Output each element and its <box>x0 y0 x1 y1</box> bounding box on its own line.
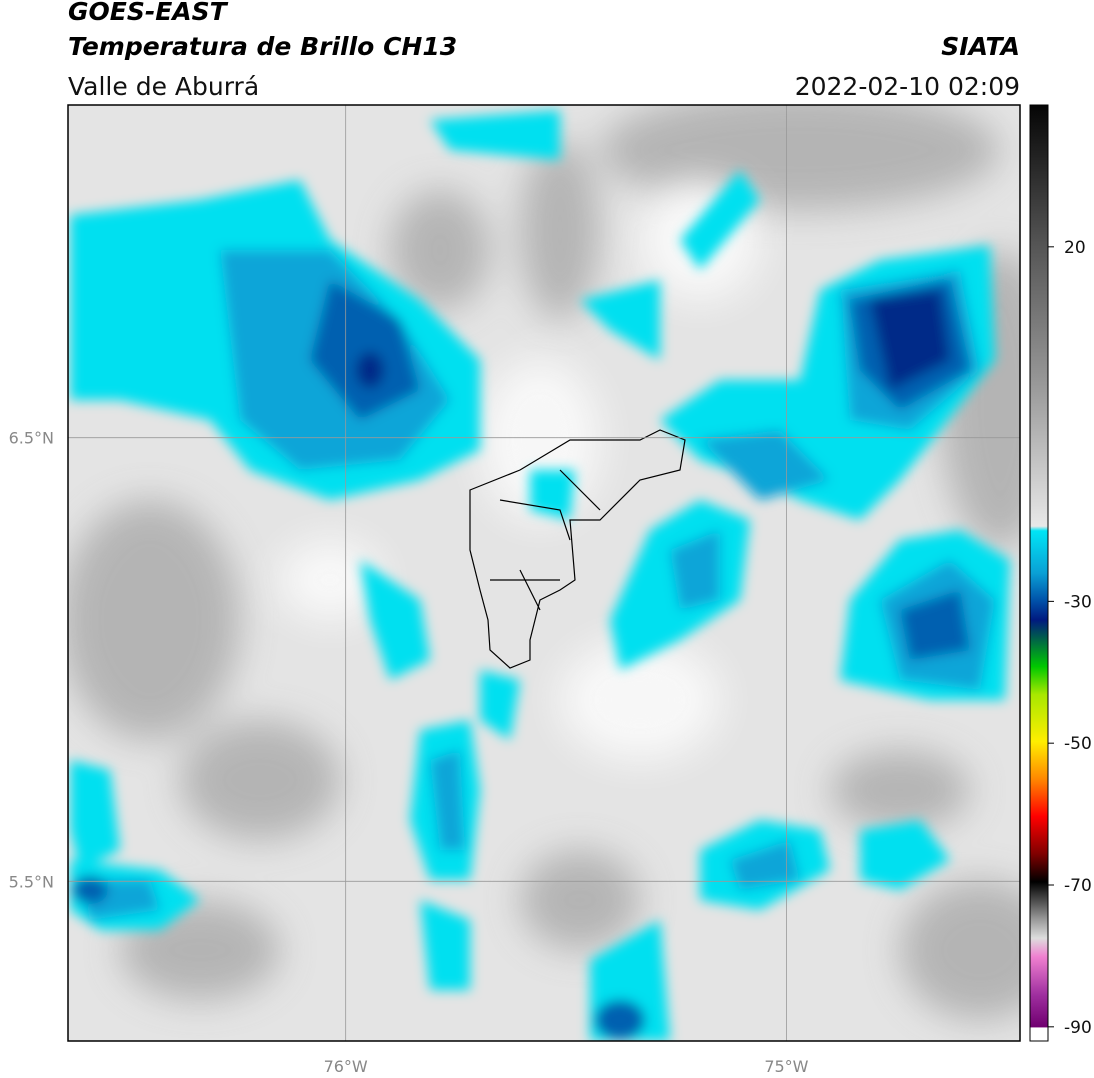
y-tick-label: 5.5°N <box>9 872 54 891</box>
region: Valle de Aburrá <box>68 72 259 101</box>
colorbar-tick-label: -50 <box>1064 734 1092 754</box>
timestamp: 2022-02-10 02:09 <box>795 72 1020 101</box>
colorbar-tick-label: 20 <box>1064 238 1086 258</box>
map-frame <box>67 104 1021 1042</box>
subtitle: Temperatura de Brillo CH13 <box>68 32 457 61</box>
agency: SIATA <box>941 32 1020 61</box>
x-tick-label: 76°W <box>324 1057 368 1076</box>
x-tick-label: 75°W <box>764 1057 808 1076</box>
y-tick-label: 6.5°N <box>9 429 54 448</box>
colorbar <box>1029 104 1049 1042</box>
colorbar-tick-label: -90 <box>1064 1018 1092 1038</box>
colorbar-tick-label: -70 <box>1064 876 1092 896</box>
title: GOES-EAST <box>68 0 229 26</box>
satellite-image <box>68 105 1020 1041</box>
colorbar-tick-label: -30 <box>1064 592 1092 612</box>
